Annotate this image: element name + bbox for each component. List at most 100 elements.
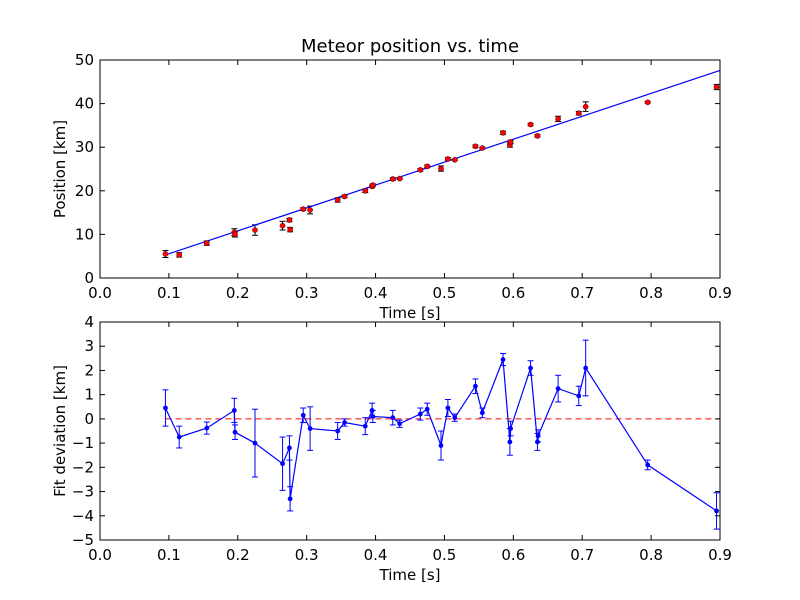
position-point (527, 121, 534, 128)
deviation-point (424, 406, 430, 412)
fit-line (165, 69, 721, 256)
deviation-point (397, 421, 403, 427)
deviation-point (645, 462, 651, 468)
deviation-point (232, 429, 238, 435)
position-chart-ticks: 0.0 0.1 0.2 0.3 0.4 0.5 0.6 0.7 0.8 0.9 0 10 20 30 40 5… (75, 51, 732, 302)
deviation-point (417, 411, 423, 417)
position-point (369, 182, 376, 188)
position-point (307, 207, 313, 213)
deviation-point (307, 426, 313, 431)
position-point (286, 217, 293, 223)
deviation-point (163, 405, 168, 411)
deviation-chart-ytick-label: −4 (72, 507, 94, 525)
deviation-chart-ytick-label: 4 (84, 313, 94, 331)
position-chart-frame (99, 59, 721, 279)
deviation-chart-ticks: 0.0 0.1 0.2 0.3 0.4 0.5 0.6 0.7 0.8 0.9 −5 −4 −3 −2 −1… (72, 313, 732, 564)
deviation-point (231, 408, 237, 413)
deviation-point (576, 393, 582, 399)
deviation-point (370, 414, 376, 419)
deviation-chart-ytick-label: 0 (84, 410, 94, 428)
deviation-chart-ytick-label: −3 (72, 483, 94, 501)
position-point (362, 187, 369, 194)
deviation-point (287, 445, 292, 451)
deviation-point (528, 365, 533, 371)
position-point (472, 143, 479, 150)
deviation-chart-xtick-label: 0.8 (639, 546, 663, 564)
position-point (334, 197, 341, 203)
position-chart-ytick-label: 20 (75, 182, 94, 200)
deviation-point (473, 383, 478, 389)
deviation-point (452, 415, 458, 421)
deviation-chart-xtick-label: 0.7 (570, 546, 594, 564)
position-chart-xtick-label: 0.5 (433, 284, 457, 302)
position-chart-xtick-label: 0.2 (226, 284, 250, 302)
position-point (479, 145, 486, 151)
deviation-point (535, 433, 541, 439)
position-point (555, 116, 561, 122)
position-chart-marks (162, 69, 721, 259)
deviation-point (479, 410, 485, 416)
deviation-point (287, 496, 293, 502)
position-chart-xtick-label: 0.4 (364, 284, 388, 302)
deviation-point (342, 420, 347, 425)
position-chart-xtick-label: 0.9 (708, 284, 732, 302)
position-point (396, 175, 403, 182)
deviation-chart-xtick-label: 0.1 (157, 546, 181, 564)
deviation-point (176, 434, 182, 440)
deviation-point (362, 423, 368, 429)
chart-title: Meteor position vs. time (301, 36, 519, 57)
position-chart-ytick-label: 0 (84, 269, 94, 287)
deviation-chart-frame (99, 321, 721, 541)
position-point (713, 84, 720, 90)
position-chart-xtick-label: 0.0 (88, 284, 112, 302)
deviation-chart-xtick-label: 0.4 (364, 546, 388, 564)
position-chart-ytick-label: 50 (75, 51, 94, 69)
deviation-point (500, 357, 506, 362)
deviation-point (280, 461, 285, 467)
position-chart-xtick-label: 0.8 (639, 284, 663, 302)
deviation-point (300, 412, 306, 418)
deviation-chart: 0.0 0.1 0.2 0.3 0.4 0.5 0.6 0.7 0.8 0.9 −5 −4 −3 −2 −1… (51, 313, 732, 584)
deviation-point (438, 443, 444, 448)
deviation-chart-xtick-label: 0.2 (226, 546, 250, 564)
deviation-chart-ytick-label: −1 (72, 434, 94, 452)
position-point (445, 156, 451, 162)
deviation-point (583, 365, 589, 371)
deviation-chart-marks (162, 339, 720, 530)
deviation-point (555, 386, 561, 392)
position-chart-xtick-label: 0.3 (295, 284, 319, 302)
position-chart-ytick-label: 40 (75, 95, 94, 113)
deviation-chart-ylabel: Fit deviation [km] (51, 365, 69, 497)
position-point (582, 103, 589, 110)
position-point (644, 99, 651, 106)
position-chart: Meteor position vs. time 0.0 0.1 0.2 0.3 0.4… (51, 36, 732, 322)
position-chart-xtick-label: 0.6 (501, 284, 525, 302)
position-chart-xtick-label: 0.7 (570, 284, 594, 302)
position-point (389, 176, 396, 182)
deviation-chart-xtick-label: 0.6 (501, 546, 525, 564)
deviation-chart-xtick-label: 0.3 (295, 546, 319, 564)
deviation-chart-ytick-label: 1 (84, 386, 94, 404)
position-point (252, 227, 258, 233)
position-chart-ylabel: Position [km] (51, 120, 69, 218)
deviation-point (252, 440, 258, 446)
deviation-chart-xlabel: Time [s] (379, 566, 441, 584)
deviation-point (507, 439, 513, 445)
position-point (451, 157, 458, 163)
position-point (176, 252, 183, 258)
deviation-point (335, 428, 341, 434)
position-point (300, 206, 307, 212)
position-point (500, 130, 506, 136)
position-point (575, 110, 582, 116)
deviation-chart-ytick-label: −5 (72, 531, 94, 549)
position-point (341, 193, 348, 200)
deviation-point (369, 408, 375, 413)
position-point (424, 163, 431, 170)
deviation-point (535, 439, 540, 445)
deviation-chart-ytick-label: −2 (72, 458, 94, 476)
deviation-chart-ytick-label: 3 (84, 337, 94, 355)
position-point (507, 139, 514, 145)
deviation-chart-xtick-label: 0.0 (88, 546, 112, 564)
